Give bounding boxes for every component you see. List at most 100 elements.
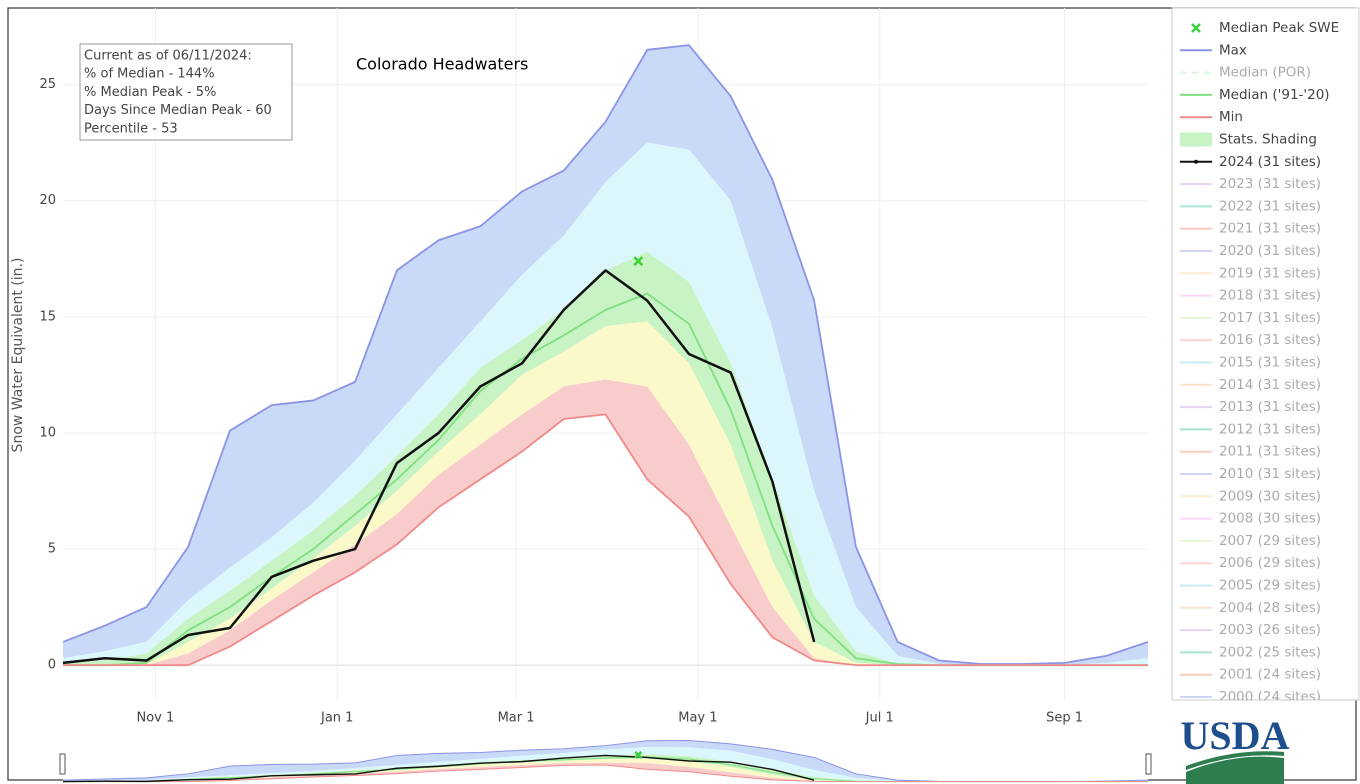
peak-marker [634, 750, 643, 759]
info-text: Current as of 06/11/2024: % of Median - 1… [84, 49, 272, 137]
x-tick-label: Nov 1 [137, 711, 175, 726]
y-tick-label: 5 [48, 542, 56, 557]
legend-label: 2012 (31 sites) [1219, 421, 1321, 437]
y-tick-label: 0 [48, 658, 56, 673]
range-handle[interactable] [1145, 753, 1152, 775]
legend-label: 2011 (31 sites) [1219, 444, 1321, 460]
legend-item[interactable]: 2020 (31 sites) [1180, 243, 1321, 259]
y-tick-label: 20 [39, 193, 56, 208]
info-line: Current as of 06/11/2024: [84, 49, 252, 64]
legend-item[interactable]: 2024 (31 sites) [1180, 154, 1321, 170]
x-tick-label: Jul 1 [865, 711, 894, 726]
legend-item[interactable]: 2008 (30 sites) [1180, 511, 1321, 527]
legend-label: 2009 (30 sites) [1219, 488, 1321, 504]
legend-item[interactable]: 2012 (31 sites) [1180, 421, 1321, 437]
legend-label: 2020 (31 sites) [1219, 243, 1321, 259]
legend-label: 2013 (31 sites) [1219, 399, 1321, 415]
x-tick-label: Mar 1 [498, 711, 535, 726]
legend-item[interactable]: Median ('91-'20) [1180, 87, 1330, 103]
plot-area [62, 44, 1149, 667]
legend-label: 2010 (31 sites) [1219, 466, 1321, 482]
legend: Median Peak SWE Max Median (POR) Median ('9… [1180, 20, 1339, 705]
legend-item[interactable]: 2000 (24 sites) [1180, 689, 1321, 705]
legend-label: 2022 (31 sites) [1219, 198, 1321, 214]
info-line: % Median Peak - 5% [84, 85, 216, 100]
legend-box [1171, 7, 1360, 701]
legend-item[interactable]: 2022 (31 sites) [1180, 198, 1321, 214]
range-slider[interactable] [59, 739, 1152, 784]
shading-band [63, 740, 1148, 782]
chart-title: Colorado Headwaters [356, 55, 528, 74]
legend-label: Min [1219, 109, 1243, 125]
legend-label: 2003 (26 sites) [1219, 622, 1321, 638]
legend-item[interactable]: 2016 (31 sites) [1180, 332, 1321, 348]
mini-chart [62, 739, 1149, 783]
legend-label: 2019 (31 sites) [1219, 265, 1321, 281]
range-handle[interactable] [59, 753, 66, 775]
legend-item[interactable]: 2006 (29 sites) [1180, 555, 1321, 571]
legend-item[interactable]: 2017 (31 sites) [1180, 310, 1321, 326]
legend-item[interactable]: 2004 (28 sites) [1180, 600, 1321, 616]
legend-item[interactable]: Median Peak SWE [1191, 20, 1339, 36]
legend-item[interactable]: 2003 (26 sites) [1180, 622, 1321, 638]
legend-item[interactable]: 2019 (31 sites) [1180, 265, 1321, 281]
legend-symbol [1191, 23, 1201, 33]
legend-label: Median (POR) [1219, 65, 1311, 81]
legend-item[interactable]: 2010 (31 sites) [1180, 466, 1321, 482]
legend-label: 2017 (31 sites) [1219, 310, 1321, 326]
logo-swoosh [1186, 751, 1284, 770]
legend-item[interactable]: 2002 (25 sites) [1180, 644, 1321, 660]
legend-symbol [1180, 132, 1212, 147]
y-tick-label: 25 [39, 77, 56, 92]
legend-label: 2001 (24 sites) [1219, 667, 1321, 683]
legend-item[interactable]: Min [1180, 109, 1243, 125]
legend-item[interactable]: 2001 (24 sites) [1180, 667, 1321, 683]
legend-label: 2015 (31 sites) [1219, 355, 1321, 371]
y-tick-label: 15 [39, 309, 56, 324]
legend-label: 2016 (31 sites) [1219, 332, 1321, 348]
legend-item[interactable]: 2013 (31 sites) [1180, 399, 1321, 415]
legend-item[interactable]: 2023 (31 sites) [1180, 176, 1321, 192]
legend-item[interactable]: 2015 (31 sites) [1180, 355, 1321, 371]
legend-item[interactable]: 2005 (29 sites) [1180, 578, 1321, 594]
y-tick-label: 10 [39, 425, 56, 440]
x-tick-label: May 1 [678, 711, 717, 726]
legend-label: 2000 (24 sites) [1219, 689, 1321, 705]
x-tick-label: Sep 1 [1046, 711, 1083, 726]
series-line [62, 44, 1149, 665]
legend-label: Max [1219, 42, 1247, 58]
info-box [79, 43, 293, 141]
peak-marker [633, 256, 644, 266]
legend-label: 2018 (31 sites) [1219, 288, 1321, 304]
logo-text: USDA [1181, 713, 1290, 758]
legend-label: 2008 (30 sites) [1219, 511, 1321, 527]
series-line [63, 764, 1148, 783]
legend-label: 2006 (29 sites) [1219, 555, 1321, 571]
logo: USDA [1181, 713, 1290, 784]
legend-item[interactable]: 2009 (30 sites) [1180, 488, 1321, 504]
axes: 0 5 10 15 20 25 Nov 1 Jan 1 Mar 1 May 1 Jul 1 Sep 1 [39, 77, 1083, 725]
legend-label: 2007 (29 sites) [1219, 533, 1321, 549]
legend-item[interactable]: 2021 (31 sites) [1180, 221, 1321, 237]
shading-band [63, 142, 1148, 666]
legend-label: 2005 (29 sites) [1219, 578, 1321, 594]
logo-swoosh [1186, 756, 1284, 784]
legend-item[interactable]: 2014 (31 sites) [1180, 377, 1321, 393]
shading-band [63, 45, 1148, 666]
legend-item[interactable]: Median (POR) [1180, 65, 1311, 81]
y-axis-label: Snow Water Equivalent (in.) [10, 258, 26, 453]
legend-label: Median ('91-'20) [1219, 87, 1330, 103]
legend-label: 2002 (25 sites) [1219, 644, 1321, 660]
legend-item[interactable]: 2018 (31 sites) [1180, 288, 1321, 304]
shading-band [63, 746, 1148, 782]
legend-label: 2023 (31 sites) [1219, 176, 1321, 192]
legend-item[interactable]: 2007 (29 sites) [1180, 533, 1321, 549]
series-line [62, 269, 816, 665]
legend-item[interactable]: Stats. Shading [1180, 132, 1317, 148]
legend-item[interactable]: Max [1180, 42, 1247, 58]
legend-label: Median Peak SWE [1219, 20, 1339, 36]
legend-item[interactable]: 2011 (31 sites) [1180, 444, 1321, 460]
legend-label: Stats. Shading [1219, 132, 1317, 148]
legend-label: 2021 (31 sites) [1219, 221, 1321, 237]
